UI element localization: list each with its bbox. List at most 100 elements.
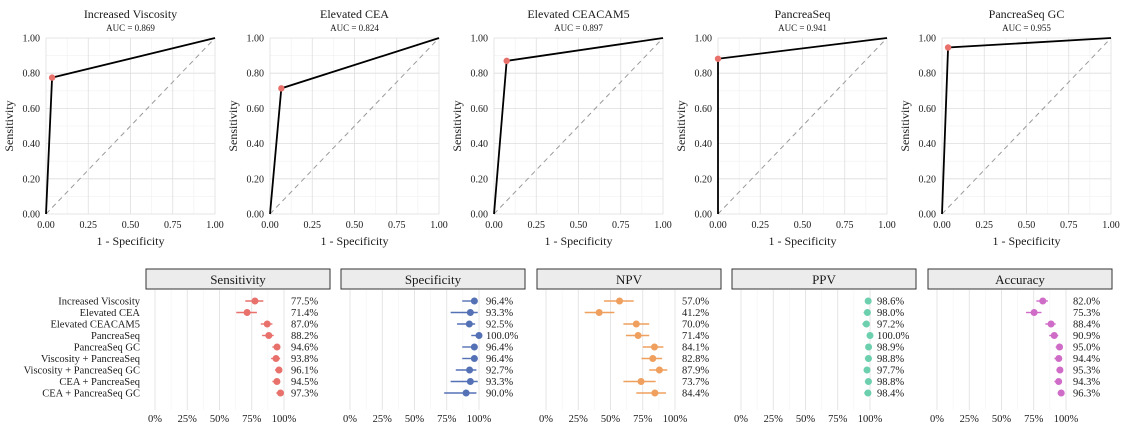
roc-auc-subtitle: AUC = 0.897 [554, 23, 603, 33]
roc-x-axis-label: 1 - Specificity [545, 234, 613, 248]
metric-point [863, 309, 871, 316]
metric-value-label: 98.8% [877, 354, 904, 365]
metric-value-label: 97.7% [877, 366, 904, 377]
metric-x-tick-label: 100% [1054, 414, 1079, 425]
metric-x-tick-label: 50% [210, 414, 230, 425]
roc-y-tick-label: 0.80 [695, 69, 713, 80]
roc-y-tick-label: 0.80 [471, 69, 489, 80]
metric-value-label: 75.3% [1073, 308, 1100, 319]
roc-x-tick-label: 1.00 [1102, 220, 1120, 231]
roc-auc-subtitle: AUC = 0.824 [330, 23, 379, 33]
roc-y-tick-label: 0.80 [919, 69, 937, 80]
metric-value-label: 98.9% [877, 343, 904, 354]
row-category-label: PancreaSeq [91, 331, 141, 342]
metric-point [634, 332, 642, 339]
roc-y-tick-label: 0.00 [471, 210, 489, 221]
metric-x-tick-label: 0% [539, 414, 553, 425]
metric-value-label: 96.4% [486, 343, 513, 354]
metric-value-label: 71.4% [291, 308, 318, 319]
roc-y-tick-label: 0.40 [247, 139, 265, 150]
roc-y-tick-label: 0.60 [471, 104, 489, 115]
metric-point [466, 309, 474, 316]
metric-point [651, 389, 659, 397]
roc-x-axis-label: 1 - Specificity [321, 234, 389, 248]
metric-value-label: 94.6% [291, 343, 318, 354]
roc-x-tick-label: 0.75 [388, 220, 406, 231]
roc-x-tick-label: 0.00 [709, 220, 727, 231]
metric-point [470, 355, 478, 362]
metric-point [277, 389, 285, 397]
metric-point [864, 389, 872, 397]
metric-x-tick-label: 25% [373, 414, 393, 425]
metric-strip [731, 268, 917, 290]
metric-point [655, 366, 663, 374]
metric-x-tick-label: 0% [343, 414, 357, 425]
roc-cutoff-point [503, 57, 510, 65]
metric-value-label: 93.8% [291, 354, 318, 365]
roc-y-tick-label: 0.60 [247, 104, 265, 115]
metric-value-label: 95.3% [1073, 366, 1100, 377]
roc-y-axis-label: Sensitivity [674, 100, 688, 151]
roc-y-tick-label: 0.20 [919, 174, 937, 185]
metric-x-tick-label: 50% [796, 414, 816, 425]
metric-point [1039, 297, 1047, 305]
roc-title: Increased Viscosity [84, 7, 177, 21]
roc-x-tick-label: 0.75 [612, 220, 630, 231]
metric-value-label: 97.2% [877, 320, 904, 331]
roc-x-tick-label: 0.25 [304, 220, 322, 231]
metric-value-label: 90.0% [486, 389, 513, 400]
roc-x-axis-label: 1 - Specificity [993, 234, 1061, 248]
metric-point [263, 320, 271, 328]
metric-value-label: 100.0% [486, 331, 519, 342]
metric-point [243, 309, 251, 316]
metric-point [470, 297, 478, 305]
metric-value-label: 93.3% [486, 308, 513, 319]
metric-strip-title: PPV [812, 272, 836, 287]
metric-point [475, 332, 483, 339]
metric-value-label: 88.2% [291, 331, 318, 342]
roc-cutoff-point [944, 44, 952, 51]
roc-y-tick-label: 0.40 [695, 139, 713, 150]
roc-y-tick-label: 1.00 [695, 34, 713, 45]
metric-x-tick-label: 75% [242, 414, 262, 425]
roc-y-tick-label: 0.60 [919, 104, 937, 115]
metric-point [466, 378, 474, 385]
metric-x-tick-label: 75% [633, 414, 653, 425]
metric-point [273, 378, 281, 385]
roc-x-tick-label: 0.50 [1018, 220, 1036, 231]
roc-y-tick-label: 1.00 [23, 34, 41, 45]
metric-point [1047, 320, 1055, 328]
metric-value-label: 96.3% [1073, 389, 1100, 400]
roc-y-axis-label: Sensitivity [2, 100, 16, 151]
roc-y-tick-label: 0.60 [695, 104, 713, 115]
metric-x-tick-label: 0% [734, 414, 748, 425]
row-category-label: CEA + PancreaSeq [59, 377, 140, 388]
roc-x-tick-label: 1.00 [206, 220, 224, 231]
metric-point [649, 355, 657, 362]
metric-strip-title: Sensitivity [210, 272, 266, 287]
row-category-label: Elevated CEA [80, 308, 141, 319]
roc-x-tick-label: 1.00 [878, 220, 896, 231]
row-category-label: Elevated CEACAM5 [50, 320, 140, 331]
metric-x-tick-label: 75% [828, 414, 848, 425]
metric-strip [145, 268, 331, 290]
roc-x-tick-label: 0.75 [164, 220, 182, 231]
metric-value-label: 87.0% [291, 320, 318, 331]
metric-value-label: 70.0% [682, 320, 709, 331]
metric-point [1057, 389, 1065, 397]
metric-value-label: 98.8% [877, 377, 904, 388]
metric-strip [536, 268, 722, 290]
roc-cutoff-point [48, 74, 56, 81]
metric-value-label: 94.4% [1073, 354, 1100, 365]
metric-value-label: 98.0% [877, 308, 904, 319]
roc-y-tick-label: 1.00 [471, 34, 489, 45]
metric-point [864, 355, 872, 362]
row-category-label: PancreaSeq GC [74, 343, 140, 354]
metric-value-label: 95.0% [1073, 343, 1100, 354]
roc-x-tick-label: 0.50 [570, 220, 588, 231]
metric-x-tick-label: 100% [467, 414, 492, 425]
roc-reference-diagonal [493, 37, 664, 215]
roc-x-tick-label: 0.25 [976, 220, 994, 231]
roc-title: Elevated CEA [320, 7, 389, 21]
roc-cutoff-point [278, 85, 285, 92]
